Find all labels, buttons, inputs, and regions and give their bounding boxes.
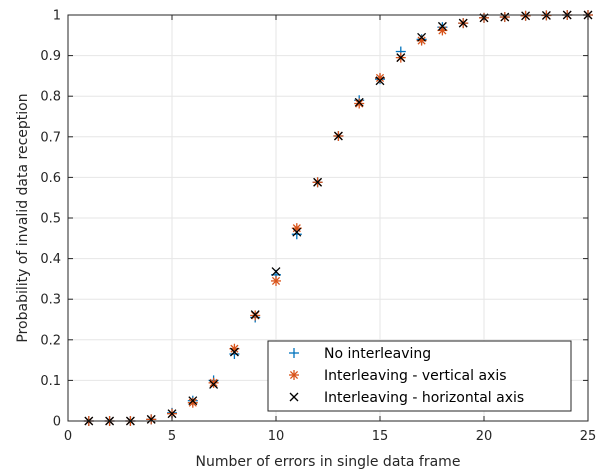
series-3-point xyxy=(167,409,177,419)
series-2-point xyxy=(354,98,365,109)
series-3-point xyxy=(146,414,156,424)
series-3-point xyxy=(333,131,343,141)
x-tick-label: 25 xyxy=(580,429,597,444)
x-tick-label: 0 xyxy=(64,429,72,444)
series-3-point xyxy=(396,53,406,63)
series-3-point xyxy=(354,97,364,107)
y-tick-label: 0.4 xyxy=(40,252,61,267)
series-3-point xyxy=(458,18,468,28)
series-3-point xyxy=(417,32,427,42)
series-3-point xyxy=(313,177,323,187)
y-tick-label: 0.2 xyxy=(40,333,61,348)
legend-label-2: Interleaving - vertical axis xyxy=(324,368,507,384)
series-3-point xyxy=(521,11,531,21)
x-tick-label: 5 xyxy=(168,429,176,444)
series-3-point xyxy=(292,227,302,237)
series-3-point xyxy=(250,310,260,320)
y-tick-label: 1 xyxy=(53,9,61,24)
grid-lines xyxy=(67,14,589,422)
series-2-point xyxy=(271,275,281,286)
y-tick-label: 0.9 xyxy=(40,49,61,64)
series-3-point xyxy=(188,396,198,406)
series-3-point xyxy=(375,76,385,86)
y-tick-label: 0.3 xyxy=(40,293,61,308)
y-tick-label: 0.6 xyxy=(40,171,61,186)
series-3-point xyxy=(437,21,447,31)
y-axis-title: Probability of invalid data reception xyxy=(15,93,31,342)
series-3-point xyxy=(271,267,281,277)
legend: No interleaving Interleaving - vertical a… xyxy=(267,340,572,412)
y-tick-label: 0.8 xyxy=(40,90,61,105)
x-axis-title: Number of errors in single data frame xyxy=(196,454,461,470)
x-tick-label: 15 xyxy=(372,429,389,444)
series-3-point xyxy=(500,12,510,22)
y-tick-label: 0 xyxy=(53,415,61,430)
legend-marker-2 xyxy=(289,370,299,380)
y-tick-labels: 0 0.1 0.2 0.3 0.4 0.5 0.6 0.7 0.8 0.9 1 xyxy=(40,9,61,430)
legend-marker-1 xyxy=(289,348,299,358)
series-3-point xyxy=(209,380,219,389)
series-2-point xyxy=(187,397,198,408)
x-tick-label: 20 xyxy=(476,429,493,444)
series-3-point xyxy=(229,347,239,357)
legend-box xyxy=(267,340,572,412)
y-tick-label: 0.5 xyxy=(40,212,61,227)
y-tick-label: 0.7 xyxy=(40,130,61,145)
axis-ticks xyxy=(67,14,589,422)
y-tick-label: 0.1 xyxy=(40,374,61,389)
legend-marker-3 xyxy=(289,392,299,402)
legend-label-1: No interleaving xyxy=(324,346,431,362)
legend-label-3: Interleaving - horizontal axis xyxy=(324,390,524,406)
series-2-point xyxy=(208,377,219,388)
x-tick-labels: 0 5 10 15 20 25 xyxy=(64,429,596,444)
x-tick-label: 10 xyxy=(268,429,285,444)
